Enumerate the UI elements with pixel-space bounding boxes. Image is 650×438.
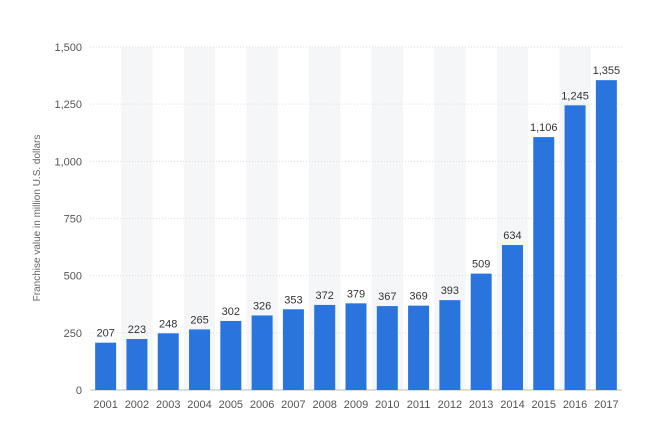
y-tick-label: 500 [64,271,82,283]
x-tick-label: 2012 [438,399,462,411]
data-label: 1,245 [561,90,589,102]
data-label: 509 [472,259,490,271]
x-tick-label: 2017 [594,399,618,411]
y-tick-label: 1,250 [54,99,82,111]
bar [157,333,179,390]
bar [595,80,617,390]
bar [533,137,555,390]
bar [470,273,492,390]
x-tick-label: 2013 [469,399,493,411]
x-tick-label: 2010 [375,399,399,411]
data-label: 379 [347,288,365,300]
bar [439,300,461,390]
data-label: 248 [159,318,177,330]
bar [376,306,398,390]
x-tick-label: 2003 [156,399,180,411]
bar [95,342,117,390]
data-label: 265 [190,314,208,326]
data-label: 372 [316,290,334,302]
x-tick-label: 2007 [281,399,305,411]
x-tick-label: 2005 [219,399,243,411]
bar [282,309,304,390]
x-tick-label: 2016 [563,399,587,411]
bar [564,105,586,390]
y-tick-label: 1,000 [54,156,82,168]
x-tick-label: 2009 [344,399,368,411]
bar [501,245,523,390]
x-tick-label: 2002 [125,399,149,411]
bar [408,305,430,390]
y-tick-label: 1,500 [54,42,82,54]
data-label: 326 [253,300,271,312]
data-label: 353 [284,294,302,306]
y-tick-label: 250 [64,328,82,340]
bar [251,315,273,390]
data-label: 1,355 [593,65,621,77]
data-label: 634 [503,230,521,242]
bar [314,304,336,390]
data-label: 393 [441,285,459,297]
data-label: 207 [96,328,114,340]
data-label: 223 [128,324,146,336]
bar [126,339,148,390]
y-axis-label: Franchise value in million U.S. dollars [32,135,43,302]
x-tick-label: 2014 [500,399,524,411]
data-label: 369 [409,291,427,303]
x-tick-label: 2008 [312,399,336,411]
y-tick-label: 750 [64,214,82,226]
x-tick-label: 2004 [187,399,211,411]
data-labels: 207 223 248 265 302 326 353 372 379 367 369 393 509 6… [96,65,620,340]
x-axis-ticks: 2001 2002 2003 2004 2005 2006 2007 2008 2009 2010… [93,399,618,411]
bar [220,320,242,390]
bars [95,80,617,390]
data-label: 302 [222,306,240,318]
bar [189,329,211,390]
y-axis-ticks: 0 250 500 750 1,000 1,250 1,500 [54,42,82,397]
y-tick-label: 0 [76,385,82,397]
bar [345,303,367,390]
data-label: 1,106 [530,122,558,134]
x-tick-label: 2006 [250,399,274,411]
x-tick-label: 2015 [532,399,556,411]
data-label: 367 [378,291,396,303]
x-tick-label: 2001 [93,399,117,411]
x-tick-label: 2011 [407,399,431,411]
